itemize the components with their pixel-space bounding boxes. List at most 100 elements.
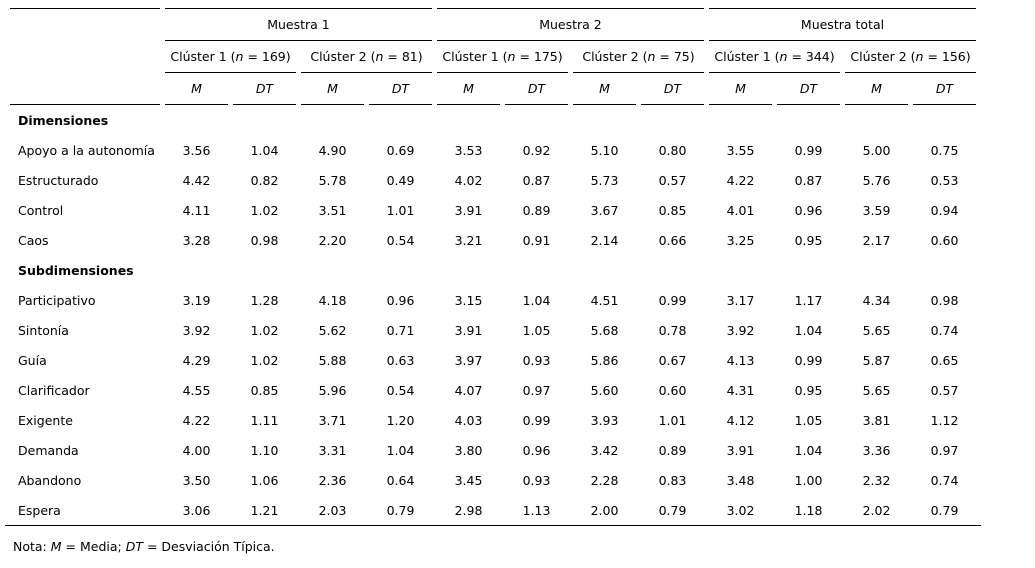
- cluster-header-text: Clúster 1 (: [714, 49, 780, 64]
- note-text: = Media;: [61, 539, 126, 554]
- value-cell: 1.13: [522, 502, 551, 518]
- value-cell: 3.91: [726, 442, 755, 458]
- value-cell: 0.97: [930, 442, 959, 458]
- value-cell: 4.07: [454, 382, 483, 398]
- value-cell: 0.92: [522, 142, 551, 158]
- n-symbol: n: [235, 49, 244, 64]
- value-cell: 4.00: [182, 442, 211, 458]
- cluster-header-n-value: = 156): [923, 49, 971, 64]
- value-cell: 1.12: [930, 412, 959, 428]
- value-cell: 3.92: [726, 322, 755, 338]
- stat-header-dt: DT: [913, 73, 976, 105]
- value-cell: 4.13: [726, 352, 755, 368]
- value-cell: 3.97: [454, 352, 483, 368]
- corner-cell-spacer: [10, 41, 160, 73]
- table-row: Participativo 3.19 1.28 4.18 0.96 3.15 1.04 4.5…: [10, 285, 976, 315]
- stat-header-dt: DT: [641, 73, 704, 105]
- row-label: Apoyo a la autonomía: [18, 142, 155, 158]
- value-cell: 5.87: [862, 352, 891, 368]
- value-cell: 4.51: [590, 292, 619, 308]
- value-cell: 1.04: [794, 322, 823, 338]
- value-cell: 1.00: [794, 472, 823, 488]
- cluster-header: Clúster 1 (n = 344): [709, 41, 840, 73]
- value-cell: 0.93: [522, 352, 551, 368]
- cluster-header-n-value: = 81): [383, 49, 423, 64]
- value-cell: 1.02: [250, 322, 279, 338]
- value-cell: 4.90: [318, 142, 347, 158]
- value-cell: 5.65: [862, 322, 891, 338]
- value-cell: 1.01: [386, 202, 415, 218]
- value-cell: 3.59: [862, 202, 891, 218]
- value-cell: 2.32: [862, 472, 891, 488]
- value-cell: 2.36: [318, 472, 347, 488]
- value-cell: 0.79: [386, 502, 415, 518]
- value-cell: 0.53: [930, 172, 959, 188]
- statistics-table: Muestra 1 Muestra 2 Muestra total Clúster 1…: [5, 8, 981, 526]
- value-cell: 2.14: [590, 232, 619, 248]
- table-row: Guía 4.29 1.02 5.88 0.63 3.97 0.93 5.86 0.67 4.13…: [10, 345, 976, 375]
- value-cell: 1.04: [386, 442, 415, 458]
- n-symbol: n: [647, 49, 656, 64]
- note-stat-symbol: DT: [125, 539, 143, 554]
- value-cell: 3.50: [182, 472, 211, 488]
- value-cell: 4.02: [454, 172, 483, 188]
- value-cell: 3.45: [454, 472, 483, 488]
- value-cell: 0.96: [386, 292, 415, 308]
- value-cell: 0.89: [522, 202, 551, 218]
- value-cell: 5.68: [590, 322, 619, 338]
- row-label: Demanda: [18, 442, 79, 458]
- value-cell: 1.02: [250, 352, 279, 368]
- value-cell: 1.18: [794, 502, 823, 518]
- value-cell: 3.93: [590, 412, 619, 428]
- value-cell: 0.54: [386, 232, 415, 248]
- value-cell: 3.51: [318, 202, 347, 218]
- n-symbol: n: [375, 49, 384, 64]
- cluster-header-n-value: = 344): [787, 49, 835, 64]
- value-cell: 4.01: [726, 202, 755, 218]
- stat-header-m: M: [709, 73, 772, 105]
- table-row: Caos 3.28 0.98 2.20 0.54 3.21 0.91 2.14 0.66 3.25…: [10, 225, 976, 255]
- value-cell: 4.22: [182, 412, 211, 428]
- row-label: Clarificador: [18, 382, 90, 398]
- value-cell: 0.95: [794, 382, 823, 398]
- value-cell: 0.60: [930, 232, 959, 248]
- value-cell: 5.65: [862, 382, 891, 398]
- value-cell: 3.36: [862, 442, 891, 458]
- value-cell: 4.29: [182, 352, 211, 368]
- value-cell: 0.94: [930, 202, 959, 218]
- stat-header-m: M: [845, 73, 908, 105]
- value-cell: 0.80: [658, 142, 687, 158]
- value-cell: 2.00: [590, 502, 619, 518]
- group-header: Muestra 1: [165, 8, 432, 41]
- value-cell: 0.78: [658, 322, 687, 338]
- value-cell: 1.17: [794, 292, 823, 308]
- value-cell: 3.06: [182, 502, 211, 518]
- value-cell: 3.81: [862, 412, 891, 428]
- value-cell: 5.00: [862, 142, 891, 158]
- group-header: Muestra 2: [437, 8, 704, 41]
- value-cell: 0.74: [930, 322, 959, 338]
- value-cell: 3.80: [454, 442, 483, 458]
- value-cell: 1.05: [522, 322, 551, 338]
- cluster-header-text: Clúster 2 (: [582, 49, 648, 64]
- value-cell: 0.57: [930, 382, 959, 398]
- value-cell: 0.69: [386, 142, 415, 158]
- value-cell: 1.10: [250, 442, 279, 458]
- table-row: Clarificador 4.55 0.85 5.96 0.54 4.07 0.97 5.60…: [10, 375, 976, 405]
- value-cell: 4.34: [862, 292, 891, 308]
- stat-header-m: M: [573, 73, 636, 105]
- value-cell: 4.03: [454, 412, 483, 428]
- value-cell: 0.79: [658, 502, 687, 518]
- table-row: Demanda 4.00 1.10 3.31 1.04 3.80 0.96 3.42 0.89 3…: [10, 435, 976, 465]
- corner-cell-bottom: [10, 73, 160, 105]
- value-cell: 1.20: [386, 412, 415, 428]
- value-cell: 1.01: [658, 412, 687, 428]
- value-cell: 5.60: [590, 382, 619, 398]
- stat-header-dt: DT: [505, 73, 568, 105]
- value-cell: 3.21: [454, 232, 483, 248]
- value-cell: 0.75: [930, 142, 959, 158]
- value-cell: 5.86: [590, 352, 619, 368]
- table-row: Abandono 3.50 1.06 2.36 0.64 3.45 0.93 2.28 0.83…: [10, 465, 976, 495]
- value-cell: 3.91: [454, 202, 483, 218]
